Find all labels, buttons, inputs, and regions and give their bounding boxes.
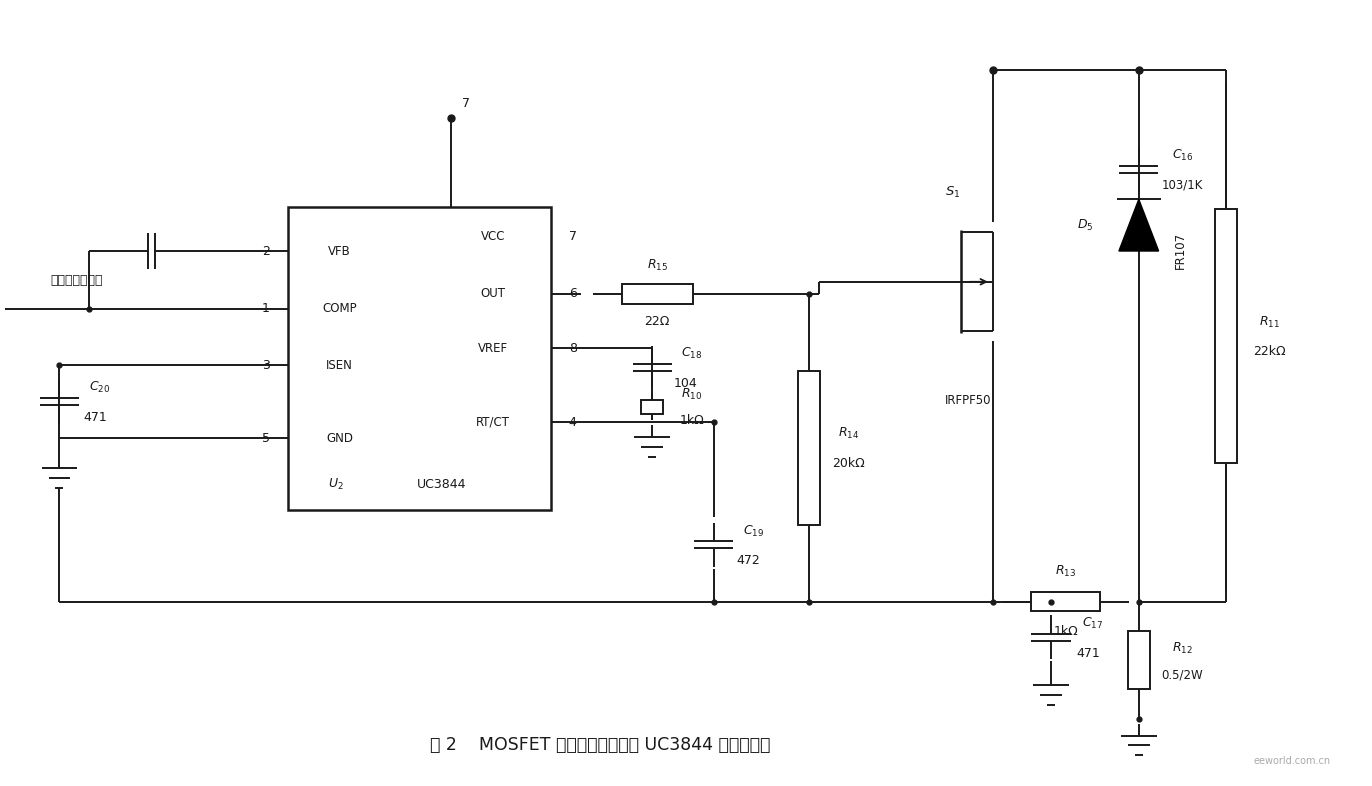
Text: VFB: VFB [328, 244, 351, 258]
Text: 3: 3 [262, 359, 270, 372]
Text: ISEN: ISEN [327, 359, 353, 372]
Bar [622, 284, 693, 303]
Text: RT/CT: RT/CT [476, 416, 510, 429]
Text: 471: 471 [1077, 647, 1100, 659]
Text: $R_{11}$: $R_{11}$ [1259, 314, 1280, 329]
Text: 472: 472 [737, 554, 760, 567]
Text: 0.5/2W: 0.5/2W [1162, 668, 1203, 681]
Polygon shape [1120, 200, 1158, 251]
Text: VCC: VCC [482, 230, 506, 243]
Bar [641, 400, 663, 413]
Text: 2: 2 [262, 244, 270, 258]
Text: $C_{20}$: $C_{20}$ [89, 380, 110, 395]
Text: $R_{10}$: $R_{10}$ [682, 387, 702, 402]
Text: $C_{17}$: $C_{17}$ [1083, 615, 1103, 631]
Text: 1kΩ: 1kΩ [679, 414, 704, 427]
Text: $R_{12}$: $R_{12}$ [1172, 641, 1192, 656]
Bar [1032, 592, 1100, 612]
Text: COMP: COMP [322, 303, 357, 315]
Bar [1216, 209, 1238, 463]
Text: VREF: VREF [479, 342, 509, 354]
Text: $R_{14}$: $R_{14}$ [838, 426, 859, 441]
Bar [1128, 631, 1150, 689]
Text: $U_2$: $U_2$ [328, 477, 343, 492]
Text: 22kΩ: 22kΩ [1254, 345, 1286, 358]
Text: $S_1$: $S_1$ [945, 185, 960, 200]
Text: $R_{15}$: $R_{15}$ [646, 259, 668, 274]
Text: 20kΩ: 20kΩ [833, 457, 866, 470]
Text: 图 2    MOSFET 功率管驱动电路及 UC3844 的外围电路: 图 2 MOSFET 功率管驱动电路及 UC3844 的外围电路 [431, 736, 771, 755]
Text: 1kΩ: 1kΩ [1054, 625, 1078, 637]
Text: 22Ω: 22Ω [645, 315, 670, 328]
Bar [288, 208, 552, 510]
Text: IRFPF50: IRFPF50 [945, 395, 991, 407]
Text: 104: 104 [674, 376, 698, 390]
Text: 4: 4 [569, 416, 576, 429]
Text: $C_{18}$: $C_{18}$ [682, 346, 702, 361]
Text: UC3844: UC3844 [417, 478, 466, 490]
Text: $D_5$: $D_5$ [1077, 218, 1093, 233]
Text: FR107: FR107 [1174, 231, 1187, 269]
Text: eeworld.com.cn: eeworld.com.cn [1253, 756, 1331, 766]
Text: 1: 1 [262, 303, 270, 315]
Text: GND: GND [327, 432, 353, 445]
Text: 7: 7 [462, 97, 469, 109]
Text: 5: 5 [262, 432, 270, 445]
Text: 103/1K: 103/1K [1162, 179, 1203, 192]
Bar [799, 371, 820, 524]
Text: 光耦过来的反馈: 光耦过来的反馈 [51, 274, 103, 288]
Text: 6: 6 [569, 287, 576, 300]
Text: $C_{16}$: $C_{16}$ [1172, 148, 1194, 163]
Text: 7: 7 [569, 230, 576, 243]
Text: 8: 8 [569, 342, 576, 354]
Text: OUT: OUT [480, 287, 506, 300]
Text: $R_{13}$: $R_{13}$ [1055, 564, 1077, 579]
Text: $C_{19}$: $C_{19}$ [742, 523, 764, 538]
Text: 471: 471 [84, 411, 107, 424]
